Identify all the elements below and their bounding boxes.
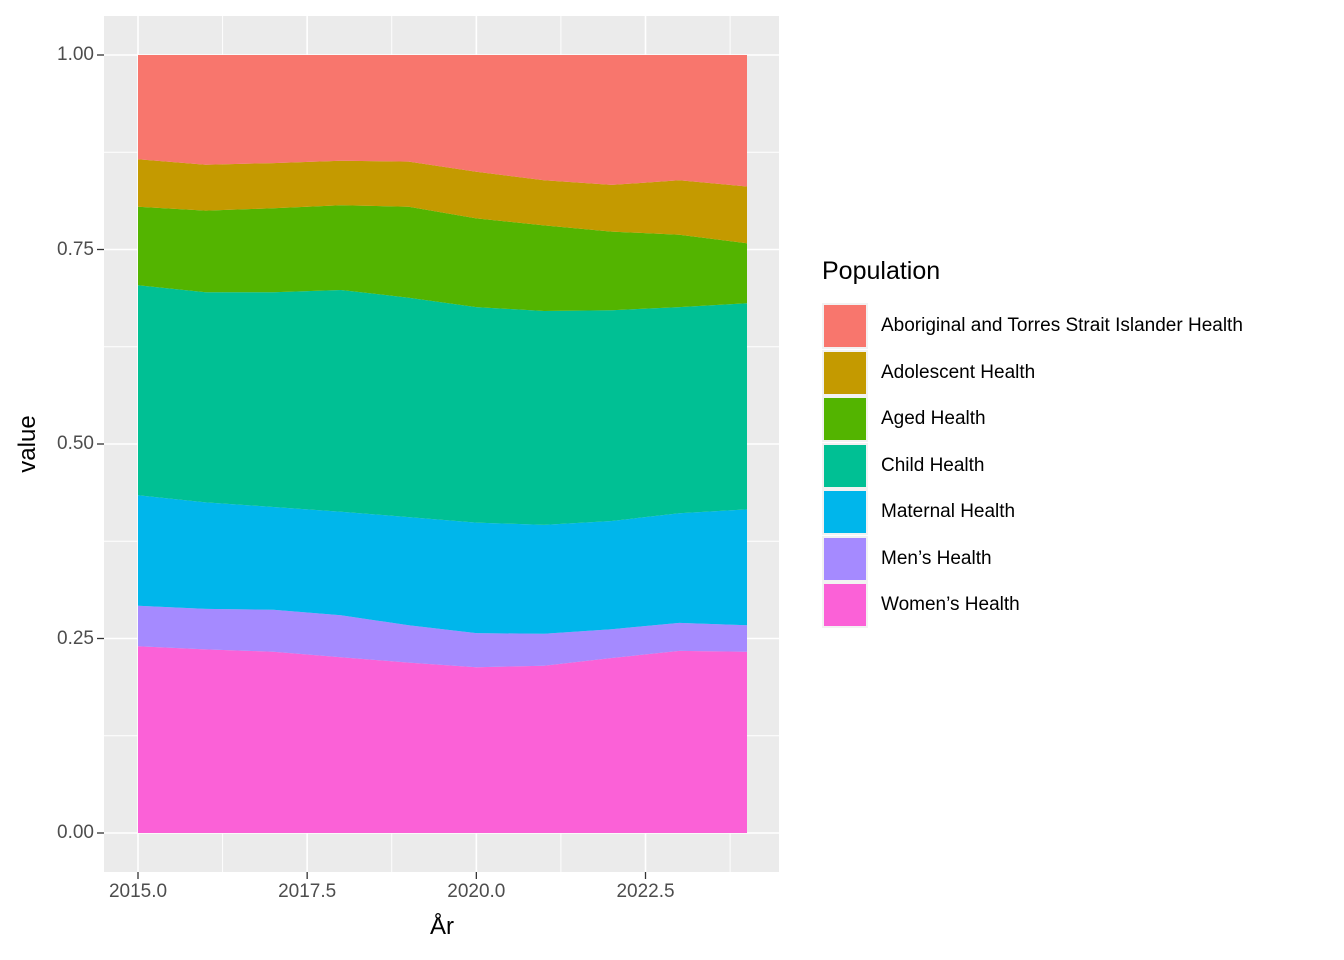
- legend-title: Population: [822, 257, 941, 285]
- legend-entry-women-s-health: Women’s Health: [822, 582, 1243, 628]
- legend-label: Adolescent Health: [881, 361, 1036, 383]
- legend-key-swatch: [824, 351, 866, 394]
- legend-key: [822, 396, 868, 442]
- y-tick-label: 1.00: [57, 44, 94, 65]
- y-tick-label: 0.75: [57, 238, 94, 260]
- area-maternal-health: [138, 495, 747, 634]
- legend-entry-men-s-health: Men’s Health: [822, 535, 1243, 582]
- legend-entries: Aboriginal and Torres Strait Islander He…: [822, 303, 1243, 628]
- legend-key-swatch: [824, 584, 866, 626]
- legend-key: [822, 442, 868, 489]
- x-tick-label: 2017.5: [278, 881, 337, 902]
- legend-label: Aged Health: [881, 408, 986, 429]
- legend-entry-child-health: Child Health: [822, 442, 1243, 489]
- legend-key: [822, 349, 868, 396]
- area-aged-health: [138, 205, 747, 311]
- legend-entry-aboriginal-and-torres-strait-islander-health: Aboriginal and Torres Strait Islander He…: [822, 303, 1243, 349]
- area-aboriginal-and-torres-strait-islander-health: [138, 55, 747, 187]
- y-tick-label: 0.50: [57, 433, 94, 454]
- x-tick-label: 2020.0: [447, 881, 506, 902]
- legend-key-swatch: [824, 444, 866, 487]
- legend-entry-maternal-health: Maternal Health: [822, 489, 1243, 535]
- legend-label: Women’s Health: [881, 594, 1020, 615]
- x-tick-label: 2015.0: [108, 881, 168, 902]
- legend-key-swatch: [824, 398, 866, 440]
- x-axis-title: År: [430, 913, 454, 940]
- legend-key-swatch: [824, 305, 866, 347]
- legend-key: [822, 535, 868, 582]
- area-child-health: [138, 285, 747, 525]
- area-adolescent-health: [138, 159, 747, 244]
- legend-label: Aboriginal and Torres Strait Islander He…: [881, 315, 1243, 336]
- y-tick-label: 0.25: [57, 627, 94, 649]
- legend-label: Men’s Health: [881, 547, 992, 569]
- legend-entry-aged-health: Aged Health: [822, 396, 1243, 442]
- x-tick-label: 2022.5: [616, 881, 675, 902]
- legend-key: [822, 582, 868, 628]
- legend-key: [822, 489, 868, 535]
- legend-label: Child Health: [881, 454, 985, 476]
- legend-key-swatch: [824, 491, 866, 533]
- legend-label: Maternal Health: [881, 501, 1016, 522]
- legend-key-swatch: [824, 537, 866, 580]
- legend-entry-adolescent-health: Adolescent Health: [822, 349, 1243, 396]
- y-tick-label: 0.00: [57, 822, 94, 843]
- area-women-s-health: [138, 646, 747, 833]
- legend-key: [822, 303, 868, 349]
- legend: Population Aboriginal and Torres Strait …: [822, 256, 1243, 629]
- area-men-s-health: [138, 605, 747, 668]
